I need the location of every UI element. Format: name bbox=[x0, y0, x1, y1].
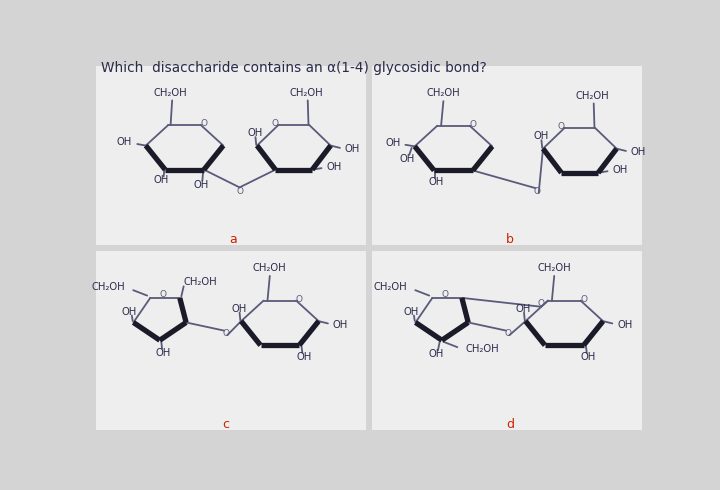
Text: O: O bbox=[441, 290, 449, 298]
Text: O: O bbox=[469, 120, 477, 129]
Text: b: b bbox=[506, 233, 514, 246]
Text: OH: OH bbox=[404, 307, 419, 317]
Text: OH: OH bbox=[516, 304, 531, 314]
Text: OH: OH bbox=[428, 349, 444, 359]
Text: OH: OH bbox=[631, 147, 646, 157]
Text: OH: OH bbox=[296, 352, 312, 362]
Text: O: O bbox=[504, 329, 511, 338]
Text: OH: OH bbox=[400, 154, 415, 165]
Bar bbox=[96, 67, 366, 245]
Text: OH: OH bbox=[156, 347, 171, 358]
Text: O: O bbox=[538, 299, 544, 308]
Text: CH₂OH: CH₂OH bbox=[253, 263, 287, 273]
Text: d: d bbox=[506, 418, 514, 431]
Text: OH: OH bbox=[117, 138, 132, 147]
Bar bbox=[96, 251, 366, 430]
Text: CH₂OH: CH₂OH bbox=[465, 344, 499, 354]
Text: OH: OH bbox=[194, 180, 210, 190]
Text: a: a bbox=[230, 233, 238, 246]
Bar bbox=[372, 251, 642, 430]
Text: CH₂OH: CH₂OH bbox=[289, 88, 323, 98]
Text: CH₂OH: CH₂OH bbox=[374, 282, 408, 292]
Text: OH: OH bbox=[327, 162, 342, 172]
Text: O: O bbox=[160, 290, 166, 298]
Text: O: O bbox=[296, 294, 302, 303]
Text: CH₂OH: CH₂OH bbox=[426, 89, 460, 98]
Text: CH₂OH: CH₂OH bbox=[537, 263, 571, 273]
Text: O: O bbox=[534, 187, 541, 196]
Text: OH: OH bbox=[153, 175, 169, 185]
Text: O: O bbox=[271, 119, 279, 128]
Text: O: O bbox=[200, 119, 207, 128]
Text: OH: OH bbox=[533, 131, 549, 141]
Text: O: O bbox=[222, 329, 229, 338]
Text: O: O bbox=[558, 122, 564, 131]
Text: CH₂OH: CH₂OH bbox=[154, 88, 187, 98]
Bar bbox=[372, 67, 642, 245]
Text: OH: OH bbox=[345, 145, 360, 154]
Text: CH₂OH: CH₂OH bbox=[92, 282, 125, 292]
Text: OH: OH bbox=[617, 320, 632, 330]
Text: OH: OH bbox=[385, 138, 401, 148]
Text: Which  disaccharide contains an α(1-4) glycosidic bond?: Which disaccharide contains an α(1-4) gl… bbox=[101, 61, 487, 75]
Text: O: O bbox=[580, 294, 588, 303]
Text: OH: OH bbox=[122, 307, 137, 317]
Text: CH₂OH: CH₂OH bbox=[184, 277, 217, 288]
Text: OH: OH bbox=[333, 320, 348, 330]
Text: OH: OH bbox=[231, 304, 246, 314]
Text: O: O bbox=[236, 187, 243, 196]
Text: OH: OH bbox=[613, 165, 628, 174]
Text: c: c bbox=[222, 418, 229, 431]
Text: OH: OH bbox=[581, 352, 596, 362]
Text: OH: OH bbox=[428, 177, 444, 187]
Text: CH₂OH: CH₂OH bbox=[575, 91, 609, 101]
Text: OH: OH bbox=[247, 128, 262, 138]
